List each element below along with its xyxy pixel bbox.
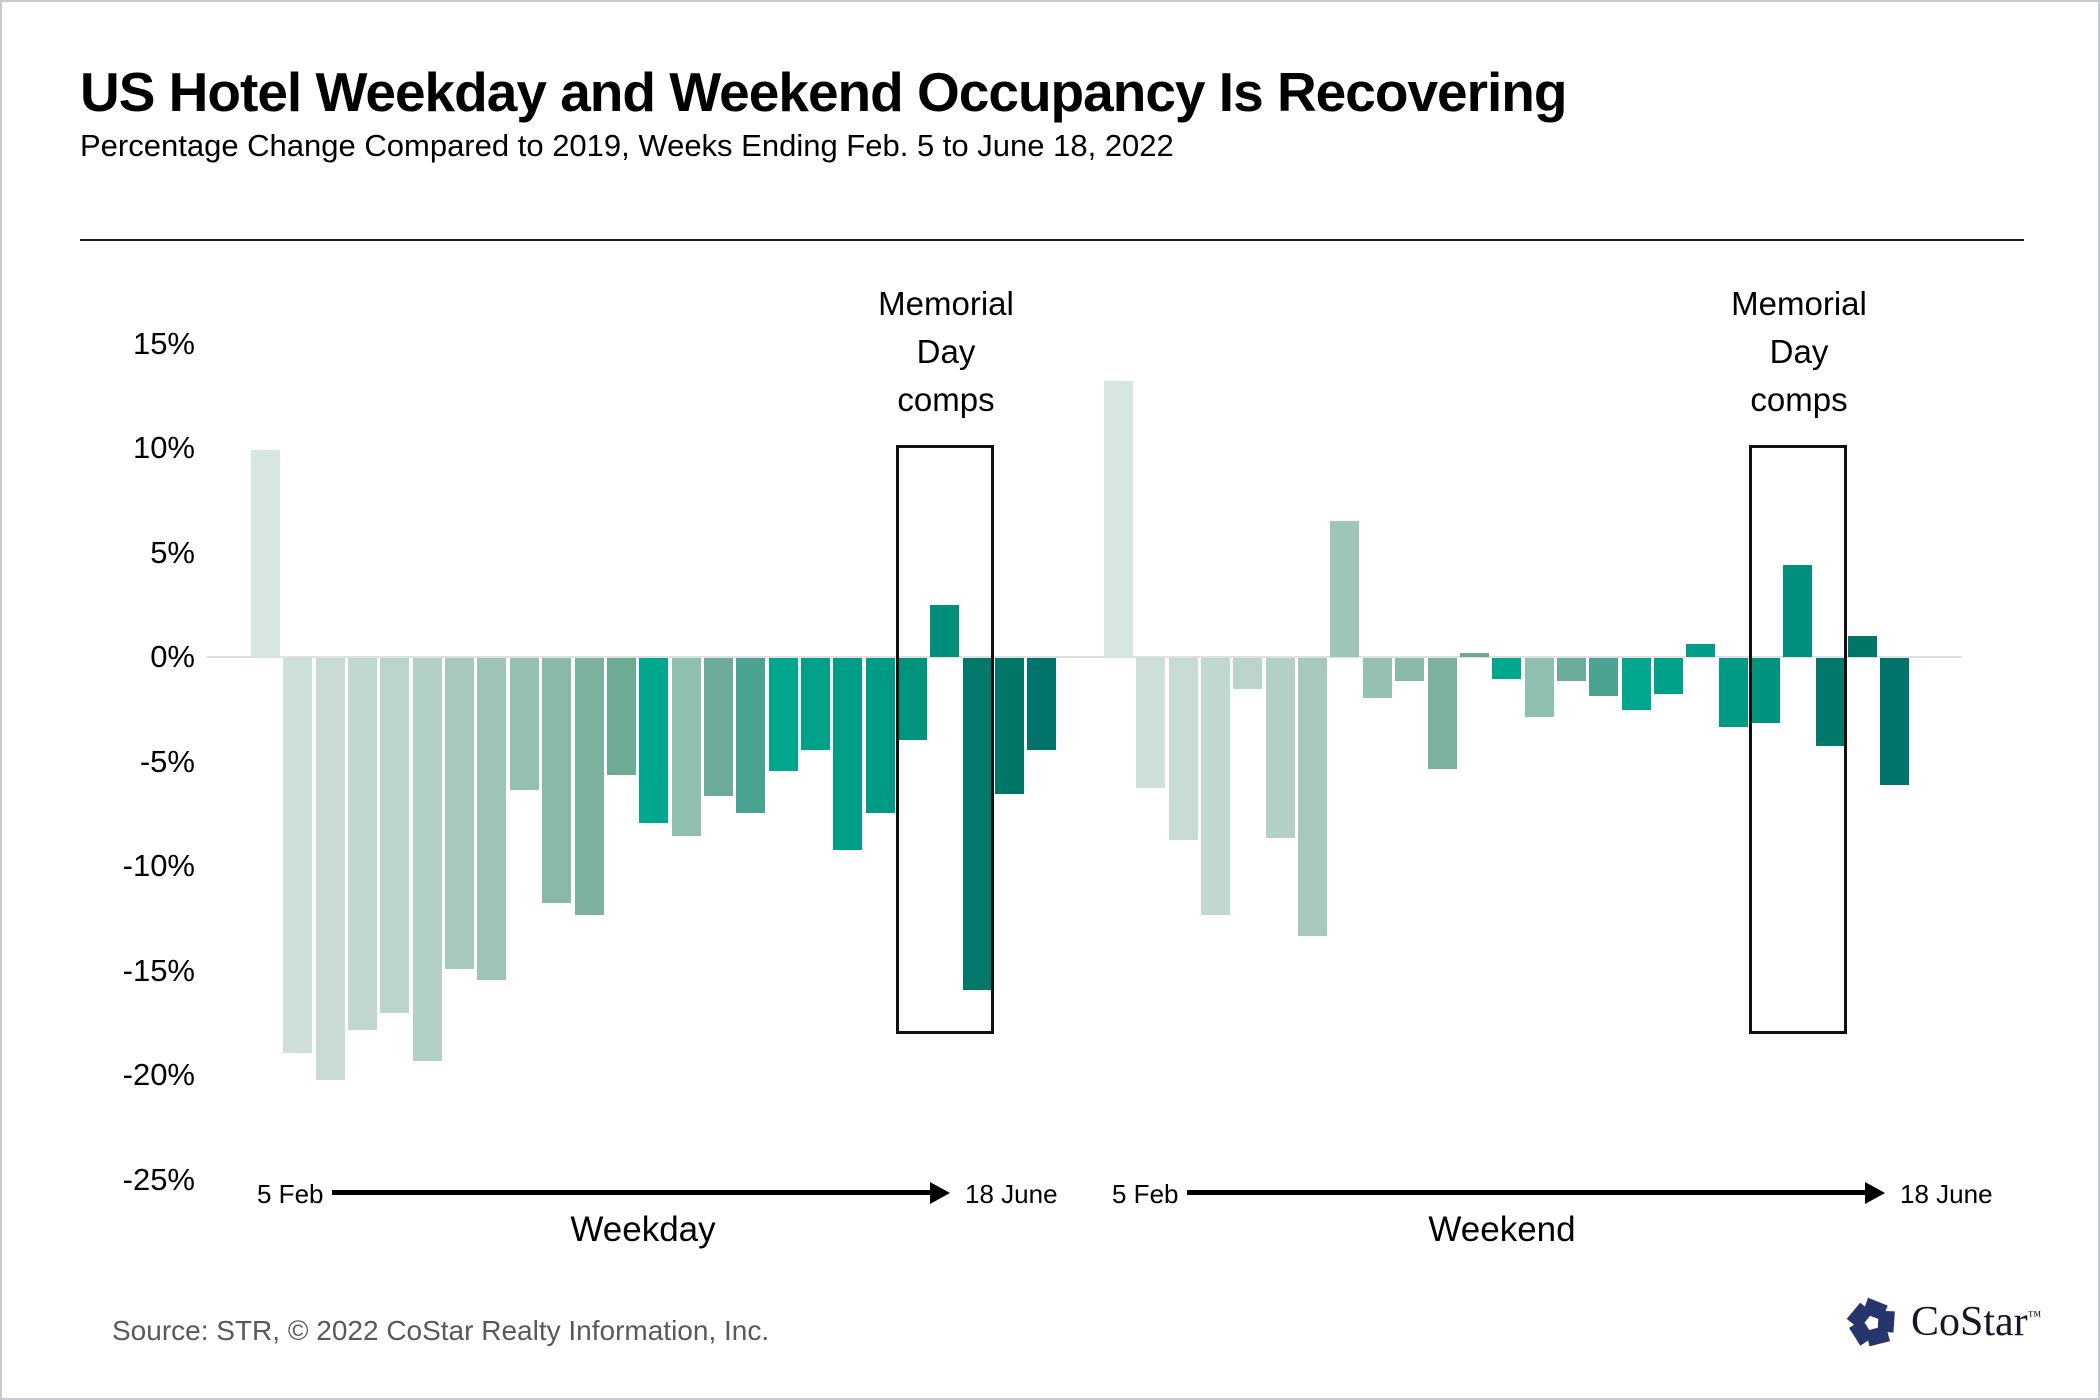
bar-weekday-week-2	[283, 658, 313, 1053]
bar-weekday-week-18	[800, 658, 830, 750]
bar-weekend-week-20	[1718, 658, 1748, 727]
bar-weekend-week-16	[1589, 658, 1619, 696]
y-axis-tick-label: 0%	[150, 639, 195, 674]
bar-weekday-week-4	[348, 658, 378, 1031]
y-axis-tick-label: 15%	[132, 325, 195, 361]
bar-weekday-week-20	[865, 658, 895, 813]
bar-weekend-week-19	[1686, 644, 1716, 657]
bar-weekday-week-24	[995, 658, 1025, 794]
memorial-label-line: Day	[916, 332, 976, 370]
bar-weekday-week-25	[1027, 658, 1057, 750]
memorial-label-line: comps	[1750, 380, 1848, 418]
weekday-axis-arrowhead-icon	[930, 1181, 950, 1204]
bar-weekend-week-5	[1233, 658, 1263, 690]
weekday-start-date-label: 5 Feb	[257, 1179, 324, 1209]
bar-weekend-week-17	[1621, 658, 1651, 711]
memorial-day-comps-label-weekday: Memorial Day comps	[796, 280, 1096, 424]
bar-weekday-week-13	[639, 658, 669, 824]
bar-weekday-week-17	[768, 658, 798, 771]
bar-weekend-week-3	[1168, 658, 1198, 840]
bar-weekend-week-9	[1362, 658, 1392, 698]
bar-weekend-week-6	[1265, 658, 1295, 838]
y-axis-tick-label: -10%	[122, 848, 195, 883]
zero-gridline	[207, 656, 1962, 658]
weekday-end-date-label: 18 June	[965, 1179, 1058, 1209]
memorial-label-line: Memorial	[1731, 285, 1867, 322]
costar-pinwheel-icon	[1846, 1297, 1895, 1347]
bar-weekend-week-25	[1880, 658, 1910, 786]
costar-logo-text: CoStar™	[1911, 1298, 2041, 1346]
bar-weekend-week-12	[1459, 652, 1489, 657]
weekend-axis-arrowhead-icon	[1865, 1181, 1885, 1204]
bar-weekend-week-23	[1815, 658, 1845, 746]
bar-weekday-week-8	[477, 658, 507, 980]
weekend-start-date-label: 5 Feb	[1112, 1179, 1179, 1209]
header-divider	[80, 239, 2024, 241]
bar-weekend-week-22	[1783, 565, 1813, 657]
weekend-end-date-label: 18 June	[1900, 1179, 1993, 1209]
page-title: US Hotel Weekday and Weekend Occupancy I…	[80, 61, 1567, 123]
bar-weekday-week-9	[509, 658, 539, 790]
bar-weekday-week-7	[445, 658, 475, 970]
memorial-day-comps-box-weekend	[1749, 445, 1847, 1034]
bar-weekday-week-22	[930, 604, 960, 657]
bar-weekday-week-23	[962, 658, 992, 991]
bar-weekend-week-18	[1653, 658, 1683, 694]
memorial-day-comps-box-weekday	[896, 445, 994, 1034]
page-subtitle: Percentage Change Compared to 2019, Week…	[80, 128, 1174, 163]
bar-weekend-week-1	[1104, 381, 1133, 657]
memorial-day-comps-label-weekend: Memorial Day comps	[1649, 280, 1949, 424]
bar-weekday-week-16	[736, 658, 766, 813]
bar-weekend-week-8	[1330, 521, 1360, 657]
weekend-group-label: Weekend	[1428, 1210, 1576, 1249]
costar-wordmark: CoStar	[1911, 1299, 2028, 1345]
trademark-symbol: ™	[2027, 1309, 2042, 1324]
bar-weekend-week-4	[1201, 658, 1231, 916]
bar-weekend-week-24	[1848, 636, 1878, 657]
memorial-label-line: comps	[897, 380, 995, 418]
bar-weekday-week-1	[251, 450, 280, 657]
bar-weekday-week-11	[574, 658, 604, 916]
source-note: Source: STR, © 2022 CoStar Realty Inform…	[112, 1315, 770, 1346]
bar-weekend-week-11	[1427, 658, 1457, 769]
y-axis-tick-label: -5%	[139, 743, 195, 779]
bar-weekday-week-14	[671, 658, 701, 836]
bar-weekday-week-15	[703, 658, 733, 796]
bar-weekday-week-5	[380, 658, 410, 1014]
bar-weekend-week-15	[1556, 658, 1586, 681]
bar-weekday-week-21	[898, 658, 927, 740]
weekday-group-label: Weekday	[570, 1210, 716, 1249]
bar-weekend-week-13	[1492, 658, 1522, 679]
bar-weekend-week-21	[1751, 658, 1780, 723]
bar-weekday-week-3	[315, 658, 345, 1081]
bar-weekday-week-10	[542, 658, 572, 903]
memorial-label-line: Day	[1769, 332, 1829, 370]
weekday-axis-arrow-line	[332, 1190, 932, 1195]
memorial-label-line: Memorial	[878, 285, 1014, 322]
weekend-axis-arrow-line	[1187, 1190, 1867, 1195]
y-axis-tick-label: 5%	[150, 534, 195, 570]
bar-weekday-week-6	[412, 658, 442, 1062]
bar-weekend-week-14	[1524, 658, 1554, 717]
y-axis-tick-label: -20%	[122, 1057, 195, 1092]
costar-logo: CoStar™	[1845, 1296, 2041, 1350]
y-axis-tick-label: 10%	[132, 430, 195, 465]
bar-weekend-week-10	[1395, 658, 1425, 681]
y-axis-tick-label: -25%	[122, 1161, 195, 1197]
bar-weekday-week-19	[833, 658, 863, 851]
bar-weekend-week-2	[1136, 658, 1166, 788]
bar-weekday-week-12	[606, 658, 636, 776]
bar-weekend-week-7	[1298, 658, 1328, 936]
y-axis-tick-label: -15%	[122, 952, 195, 988]
